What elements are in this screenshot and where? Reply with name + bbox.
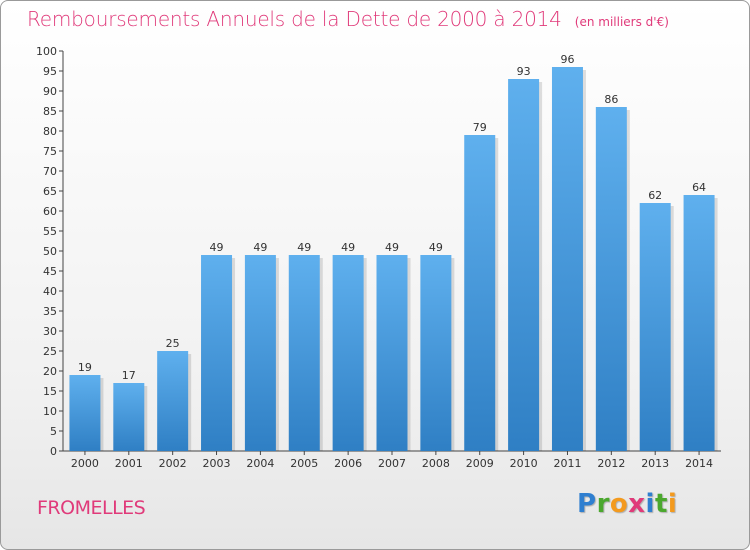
bar (595, 107, 627, 451)
logo-letter: i (645, 489, 655, 519)
logo-letter: i (667, 489, 678, 519)
y-tick-label: 10 (43, 405, 57, 418)
y-tick-label: 80 (43, 125, 57, 138)
y-tick-label: 25 (43, 345, 57, 358)
data-label: 96 (560, 53, 574, 66)
bar (332, 255, 364, 451)
y-tick-label: 5 (50, 425, 57, 438)
x-tick-label: 2014 (685, 457, 713, 470)
x-tick-label: 2000 (71, 457, 99, 470)
bar (639, 203, 671, 451)
bar (551, 67, 583, 451)
y-tick-label: 35 (43, 305, 57, 318)
data-label: 19 (78, 361, 92, 374)
x-tick-label: 2013 (641, 457, 669, 470)
x-tick-label: 2009 (466, 457, 494, 470)
y-tick-label: 85 (43, 105, 57, 118)
commune-name: FROMELLES (37, 497, 146, 519)
bar (376, 255, 408, 451)
bar (683, 195, 715, 451)
x-axis: 2000 2001 2002 2003 2004 2005 2006 2007 2008 2009… (63, 450, 721, 470)
title-row: Remboursements Annuels de la Dette de 20… (27, 7, 669, 31)
bar (201, 255, 233, 451)
x-tick-label: 2002 (159, 457, 187, 470)
x-tick-label: 2011 (553, 457, 581, 470)
y-tick-label: 15 (43, 385, 57, 398)
data-label: 49 (385, 241, 399, 254)
x-tick-label: 2004 (246, 457, 274, 470)
logo-letter: o (609, 489, 629, 519)
y-tick-label: 100 (36, 45, 57, 58)
bar (508, 79, 540, 451)
data-label: 49 (341, 241, 355, 254)
y-tick-label: 55 (43, 225, 57, 238)
x-tick-label: 2006 (334, 457, 362, 470)
y-tick-label: 0 (50, 445, 57, 458)
x-tick-label: 2007 (378, 457, 406, 470)
x-tick-label: 2003 (203, 457, 231, 470)
logo-letter: r (596, 489, 610, 519)
data-labels: 19 17 25 49 49 49 49 49 49 79 93 96 86 62 64 (78, 53, 706, 382)
y-tick-label: 70 (43, 165, 57, 178)
chart-subtitle: (en milliers d'€) (574, 15, 669, 29)
data-label: 49 (429, 241, 443, 254)
bars (69, 67, 718, 451)
y-axis: 0 5 10 15 20 25 30 35 40 45 50 55 60 65 70 75 80 85 90 95 10… (36, 45, 64, 458)
y-tick-label: 75 (43, 145, 57, 158)
y-tick-label: 45 (43, 265, 57, 278)
x-tick-label: 2008 (422, 457, 450, 470)
bar (113, 383, 145, 451)
data-label: 17 (122, 369, 136, 382)
logo-letter: P (577, 489, 597, 519)
x-tick-label: 2012 (597, 457, 625, 470)
bar (464, 135, 496, 451)
y-tick-label: 95 (43, 65, 57, 78)
data-label: 93 (517, 65, 531, 78)
data-label: 49 (253, 241, 267, 254)
data-label: 49 (210, 241, 224, 254)
y-tick-label: 20 (43, 365, 57, 378)
data-label: 86 (604, 93, 618, 106)
bar (420, 255, 452, 451)
y-tick-label: 60 (43, 205, 57, 218)
y-tick-label: 50 (43, 245, 57, 258)
data-label: 49 (297, 241, 311, 254)
logo-letter: x (628, 489, 646, 519)
y-tick-label: 90 (43, 85, 57, 98)
bar (244, 255, 276, 451)
data-label: 25 (166, 337, 180, 350)
data-label: 79 (473, 121, 487, 134)
logo-letter: t (654, 489, 668, 519)
proxiti-logo[interactable]: Proxiti (577, 489, 677, 519)
x-tick-label: 2005 (290, 457, 318, 470)
data-label: 64 (692, 181, 706, 194)
bar (288, 255, 320, 451)
bar (69, 375, 101, 451)
data-label: 62 (648, 189, 662, 202)
bar (157, 351, 189, 451)
x-tick-label: 2010 (510, 457, 538, 470)
y-tick-label: 40 (43, 285, 57, 298)
x-tick-label: 2001 (115, 457, 143, 470)
chart-title: Remboursements Annuels de la Dette de 20… (27, 7, 562, 31)
y-tick-label: 65 (43, 185, 57, 198)
y-tick-label: 30 (43, 325, 57, 338)
